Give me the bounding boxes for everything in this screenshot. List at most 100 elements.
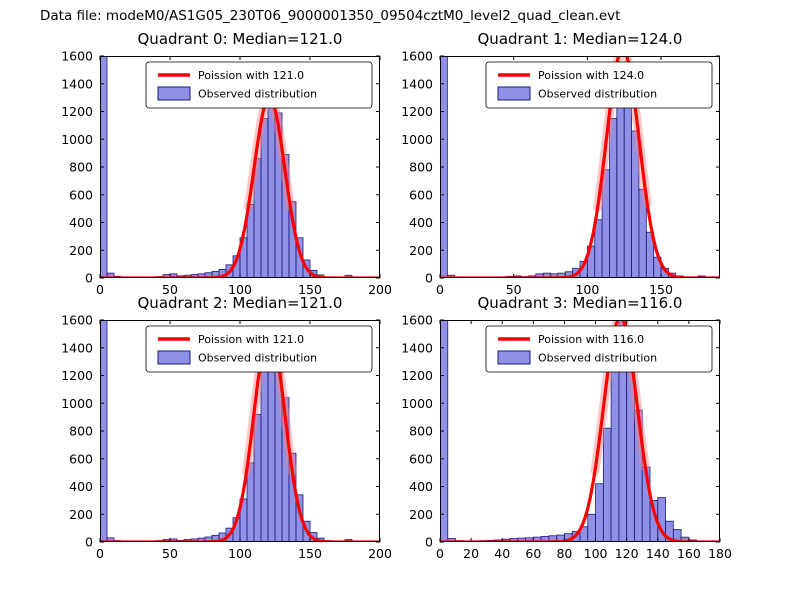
y-tick-label: 1200 — [401, 104, 433, 119]
y-tick-label: 0 — [85, 271, 93, 286]
fit-curve — [100, 328, 380, 542]
x-tick-label: 0 — [436, 282, 444, 297]
y-tick-label: 200 — [69, 243, 93, 258]
x-tick-label: 40 — [494, 546, 510, 561]
legend: Poission with 116.0 Observed distribution — [485, 325, 713, 373]
y-tick-label: 400 — [69, 215, 93, 230]
y-tick-label: 1400 — [401, 340, 433, 355]
y-tick-label: 1600 — [61, 49, 93, 64]
x-tick-label: 50 — [162, 546, 178, 561]
y-tick-label: 1400 — [401, 76, 433, 91]
legend-box — [145, 325, 373, 373]
x-tick-label: 100 — [228, 282, 252, 297]
x-tick-label: 100 — [584, 546, 608, 561]
subplot-quadrant-2: Quadrant 2: Median=121.0 0 50 100 150 200 0 20… — [61, 294, 392, 562]
x-tick-label: 0 — [96, 282, 104, 297]
legend: Poission with 124.0 Observed distribution — [485, 61, 713, 109]
legend-label-observed: Observed distribution — [538, 88, 657, 101]
x-tick-label: 140 — [646, 546, 670, 561]
x-tick-label: 100 — [575, 282, 599, 297]
histogram-bar — [610, 358, 620, 542]
legend-box — [145, 61, 373, 109]
x-tick-label: 50 — [506, 282, 522, 297]
y-tick-label: 200 — [409, 243, 433, 258]
y-tick-label: 600 — [69, 451, 93, 466]
y-tick-label: 0 — [425, 535, 433, 550]
legend-label-fit: Poission with 121.0 — [198, 333, 304, 346]
subplot-title-quadrant-0: Quadrant 0: Median=121.0 — [137, 30, 343, 48]
subplot-quadrant-3: Quadrant 3: Median=116.0 0 20 40 60 80 100 120… — [401, 294, 732, 562]
legend-label-fit: Poission with 121.0 — [198, 69, 304, 82]
histogram-bar — [594, 219, 603, 278]
axis-ticks: 0 50 100 150 200 0 200 400 600 800 1000 1200 1400 160… — [61, 49, 392, 298]
figure-title: Data file: modeM0/AS1G05_230T06_90000013… — [40, 8, 621, 24]
y-tick-label: 600 — [69, 187, 93, 202]
y-tick-label: 800 — [69, 160, 93, 175]
histogram-bar — [260, 361, 269, 542]
y-tick-label: 1200 — [61, 104, 93, 119]
y-tick-label: 200 — [69, 507, 93, 522]
legend-patch-sample — [497, 86, 531, 101]
y-tick-label: 1600 — [61, 313, 93, 328]
x-tick-label: 150 — [298, 282, 322, 297]
y-tick-label: 1000 — [401, 396, 433, 411]
histogram-plot-quadrant-3: 0 20 40 60 80 100 120 140 160 180 0 200 400 600 800 100… — [401, 313, 732, 562]
y-tick-label: 1400 — [61, 340, 93, 355]
y-tick-label: 800 — [409, 424, 433, 439]
legend: Poission with 121.0 Observed distribution — [145, 325, 373, 373]
histogram-plot-quadrant-2: 0 50 100 150 200 0 200 400 600 800 1000 1200 1400 160… — [61, 313, 392, 562]
histogram-bar — [602, 427, 612, 542]
y-tick-label: 200 — [409, 507, 433, 522]
histogram-plot-quadrant-1: 0 50 100 150 0 200 400 600 800 1000 1200 1400 1600 Po… — [401, 49, 720, 297]
axis-ticks: 0 20 40 60 80 100 120 140 160 180 0 200 400 600 800 100… — [401, 313, 732, 562]
x-tick-label: 0 — [436, 546, 444, 561]
x-tick-label: 0 — [96, 546, 104, 561]
y-tick-label: 1000 — [61, 396, 93, 411]
legend-patch-sample — [157, 350, 191, 365]
fit-curve — [440, 320, 720, 542]
axis-ticks: 0 50 100 150 200 0 200 400 600 800 1000 1200 1400 160… — [61, 313, 392, 562]
y-tick-label: 1200 — [61, 368, 93, 383]
legend-box — [485, 325, 713, 373]
x-tick-label: 150 — [649, 282, 673, 297]
x-tick-label: 100 — [228, 546, 252, 561]
y-tick-label: 0 — [425, 271, 433, 286]
x-tick-label: 120 — [615, 546, 639, 561]
y-tick-label: 1200 — [401, 368, 433, 383]
x-tick-label: 200 — [368, 546, 392, 561]
y-tick-label: 1000 — [401, 132, 433, 147]
x-tick-label: 200 — [368, 282, 392, 297]
legend-label-observed: Observed distribution — [198, 88, 317, 101]
legend-patch-sample — [497, 350, 531, 365]
histogram-bar — [106, 272, 115, 278]
y-tick-label: 1000 — [61, 132, 93, 147]
histogram-bar — [595, 483, 604, 542]
y-tick-label: 400 — [69, 479, 93, 494]
histogram-plot-quadrant-0: 0 50 100 150 200 0 200 400 600 800 1000 1200 1400 160… — [61, 49, 392, 298]
x-tick-label: 80 — [556, 546, 572, 561]
x-tick-label: 50 — [162, 282, 178, 297]
histogram-bar — [587, 513, 596, 542]
y-tick-label: 0 — [85, 535, 93, 550]
y-tick-label: 1400 — [61, 76, 93, 91]
subplot-title-quadrant-2: Quadrant 2: Median=121.0 — [137, 294, 343, 312]
y-tick-label: 1600 — [401, 49, 433, 64]
legend-box — [485, 61, 713, 109]
y-tick-label: 600 — [409, 187, 433, 202]
legend-patch-sample — [157, 86, 191, 101]
legend-label-observed: Observed distribution — [198, 352, 317, 365]
x-tick-label: 160 — [677, 546, 701, 561]
fit-curve — [100, 96, 380, 278]
legend-label-fit: Poission with 124.0 — [538, 69, 644, 82]
subplot-quadrant-1: Quadrant 1: Median=124.0 0 50 100 150 0 200 40… — [401, 30, 720, 297]
subplot-title-quadrant-3: Quadrant 3: Median=116.0 — [477, 294, 683, 312]
y-tick-label: 600 — [409, 451, 433, 466]
x-tick-label: 150 — [298, 546, 322, 561]
x-tick-label: 20 — [463, 546, 479, 561]
y-tick-label: 400 — [409, 479, 433, 494]
x-tick-label: 180 — [708, 546, 732, 561]
y-tick-label: 400 — [409, 215, 433, 230]
x-tick-label: 60 — [525, 546, 541, 561]
legend-label-fit: Poission with 116.0 — [538, 333, 644, 346]
